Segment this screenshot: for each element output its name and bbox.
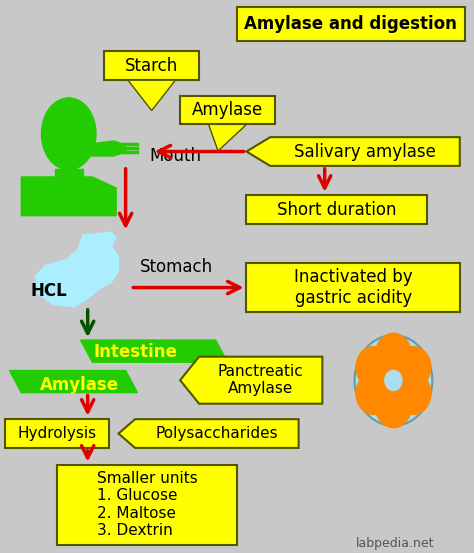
Polygon shape bbox=[128, 80, 175, 111]
Polygon shape bbox=[209, 124, 246, 151]
Circle shape bbox=[395, 373, 431, 415]
Polygon shape bbox=[118, 419, 299, 448]
FancyBboxPatch shape bbox=[5, 419, 109, 448]
FancyBboxPatch shape bbox=[237, 7, 465, 41]
Ellipse shape bbox=[41, 98, 96, 170]
Polygon shape bbox=[81, 340, 228, 362]
FancyBboxPatch shape bbox=[246, 263, 460, 312]
Text: Amylase: Amylase bbox=[192, 101, 263, 119]
Text: Short duration: Short duration bbox=[277, 201, 396, 218]
Text: HCL: HCL bbox=[31, 283, 68, 300]
Circle shape bbox=[356, 373, 392, 415]
Polygon shape bbox=[55, 169, 83, 177]
Circle shape bbox=[385, 371, 402, 390]
FancyBboxPatch shape bbox=[57, 465, 237, 545]
Text: Salivary amylase: Salivary amylase bbox=[294, 143, 436, 160]
Text: Starch: Starch bbox=[125, 57, 178, 75]
Circle shape bbox=[375, 386, 411, 427]
Polygon shape bbox=[21, 177, 116, 216]
Text: Polysaccharides: Polysaccharides bbox=[155, 426, 278, 441]
Polygon shape bbox=[246, 137, 460, 166]
Circle shape bbox=[355, 335, 432, 426]
Text: Intestine: Intestine bbox=[93, 343, 177, 361]
Polygon shape bbox=[180, 357, 322, 404]
Text: Panctreatic
Amylase: Panctreatic Amylase bbox=[218, 364, 303, 397]
Circle shape bbox=[395, 346, 431, 388]
Text: Hydrolysis: Hydrolysis bbox=[18, 426, 96, 441]
Text: Mouth: Mouth bbox=[149, 147, 201, 165]
Polygon shape bbox=[83, 141, 126, 156]
Polygon shape bbox=[36, 232, 118, 307]
Polygon shape bbox=[9, 371, 137, 393]
Text: Amylase: Amylase bbox=[40, 377, 119, 394]
Circle shape bbox=[356, 346, 392, 388]
Text: Amylase and digestion: Amylase and digestion bbox=[244, 15, 457, 33]
Text: Stomach: Stomach bbox=[140, 258, 213, 275]
Circle shape bbox=[375, 333, 411, 375]
Text: Smaller units
1. Glucose
2. Maltose
3. Dextrin: Smaller units 1. Glucose 2. Maltose 3. D… bbox=[97, 471, 197, 538]
FancyBboxPatch shape bbox=[246, 195, 427, 224]
Text: Inactivated by
gastric acidity: Inactivated by gastric acidity bbox=[294, 268, 412, 307]
Text: labpedia.net: labpedia.net bbox=[356, 537, 434, 550]
FancyBboxPatch shape bbox=[180, 96, 275, 124]
FancyBboxPatch shape bbox=[104, 51, 199, 80]
